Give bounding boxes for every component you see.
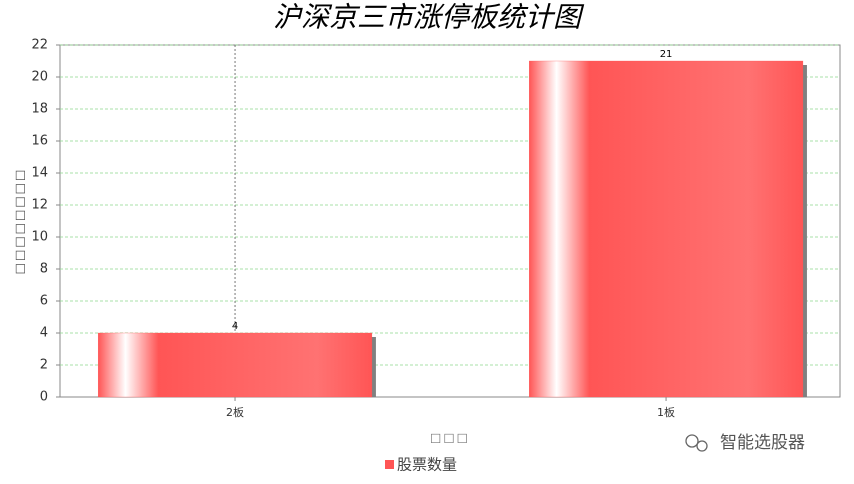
data-label: 4 xyxy=(232,321,238,332)
legend-label: 股票数量 xyxy=(397,456,457,474)
y-tick-label: 10 xyxy=(31,230,48,245)
bar xyxy=(97,332,373,398)
y-tick-label: 16 xyxy=(31,134,48,149)
x-axis-label: □□□ xyxy=(430,431,470,445)
chart-title: 沪深京三市涨停板统计图 xyxy=(273,1,585,34)
legend-swatch xyxy=(385,460,394,469)
y-tick-label: 2 xyxy=(40,358,48,373)
y-tick-label: 22 xyxy=(31,38,48,53)
y-tick-label: 8 xyxy=(40,262,48,277)
watermark: 智能选股器 xyxy=(685,433,805,453)
watermark-text: 智能选股器 xyxy=(720,433,805,453)
y-tick-label: 20 xyxy=(31,70,48,85)
y-tick-label: 6 xyxy=(40,294,48,309)
y-tick-label: 12 xyxy=(31,198,48,213)
y-tick-label: 0 xyxy=(40,390,48,405)
x-tick-label: 2板 xyxy=(226,405,244,419)
y-tick-label: 4 xyxy=(40,326,48,341)
bar xyxy=(529,60,804,398)
y-tick-label: 18 xyxy=(31,102,48,117)
y-tick-label: 14 xyxy=(31,166,48,181)
y-axis-label: □□□□□□□□ xyxy=(13,168,27,275)
data-label: 21 xyxy=(660,49,673,60)
x-tick-label: 1板 xyxy=(657,405,675,419)
